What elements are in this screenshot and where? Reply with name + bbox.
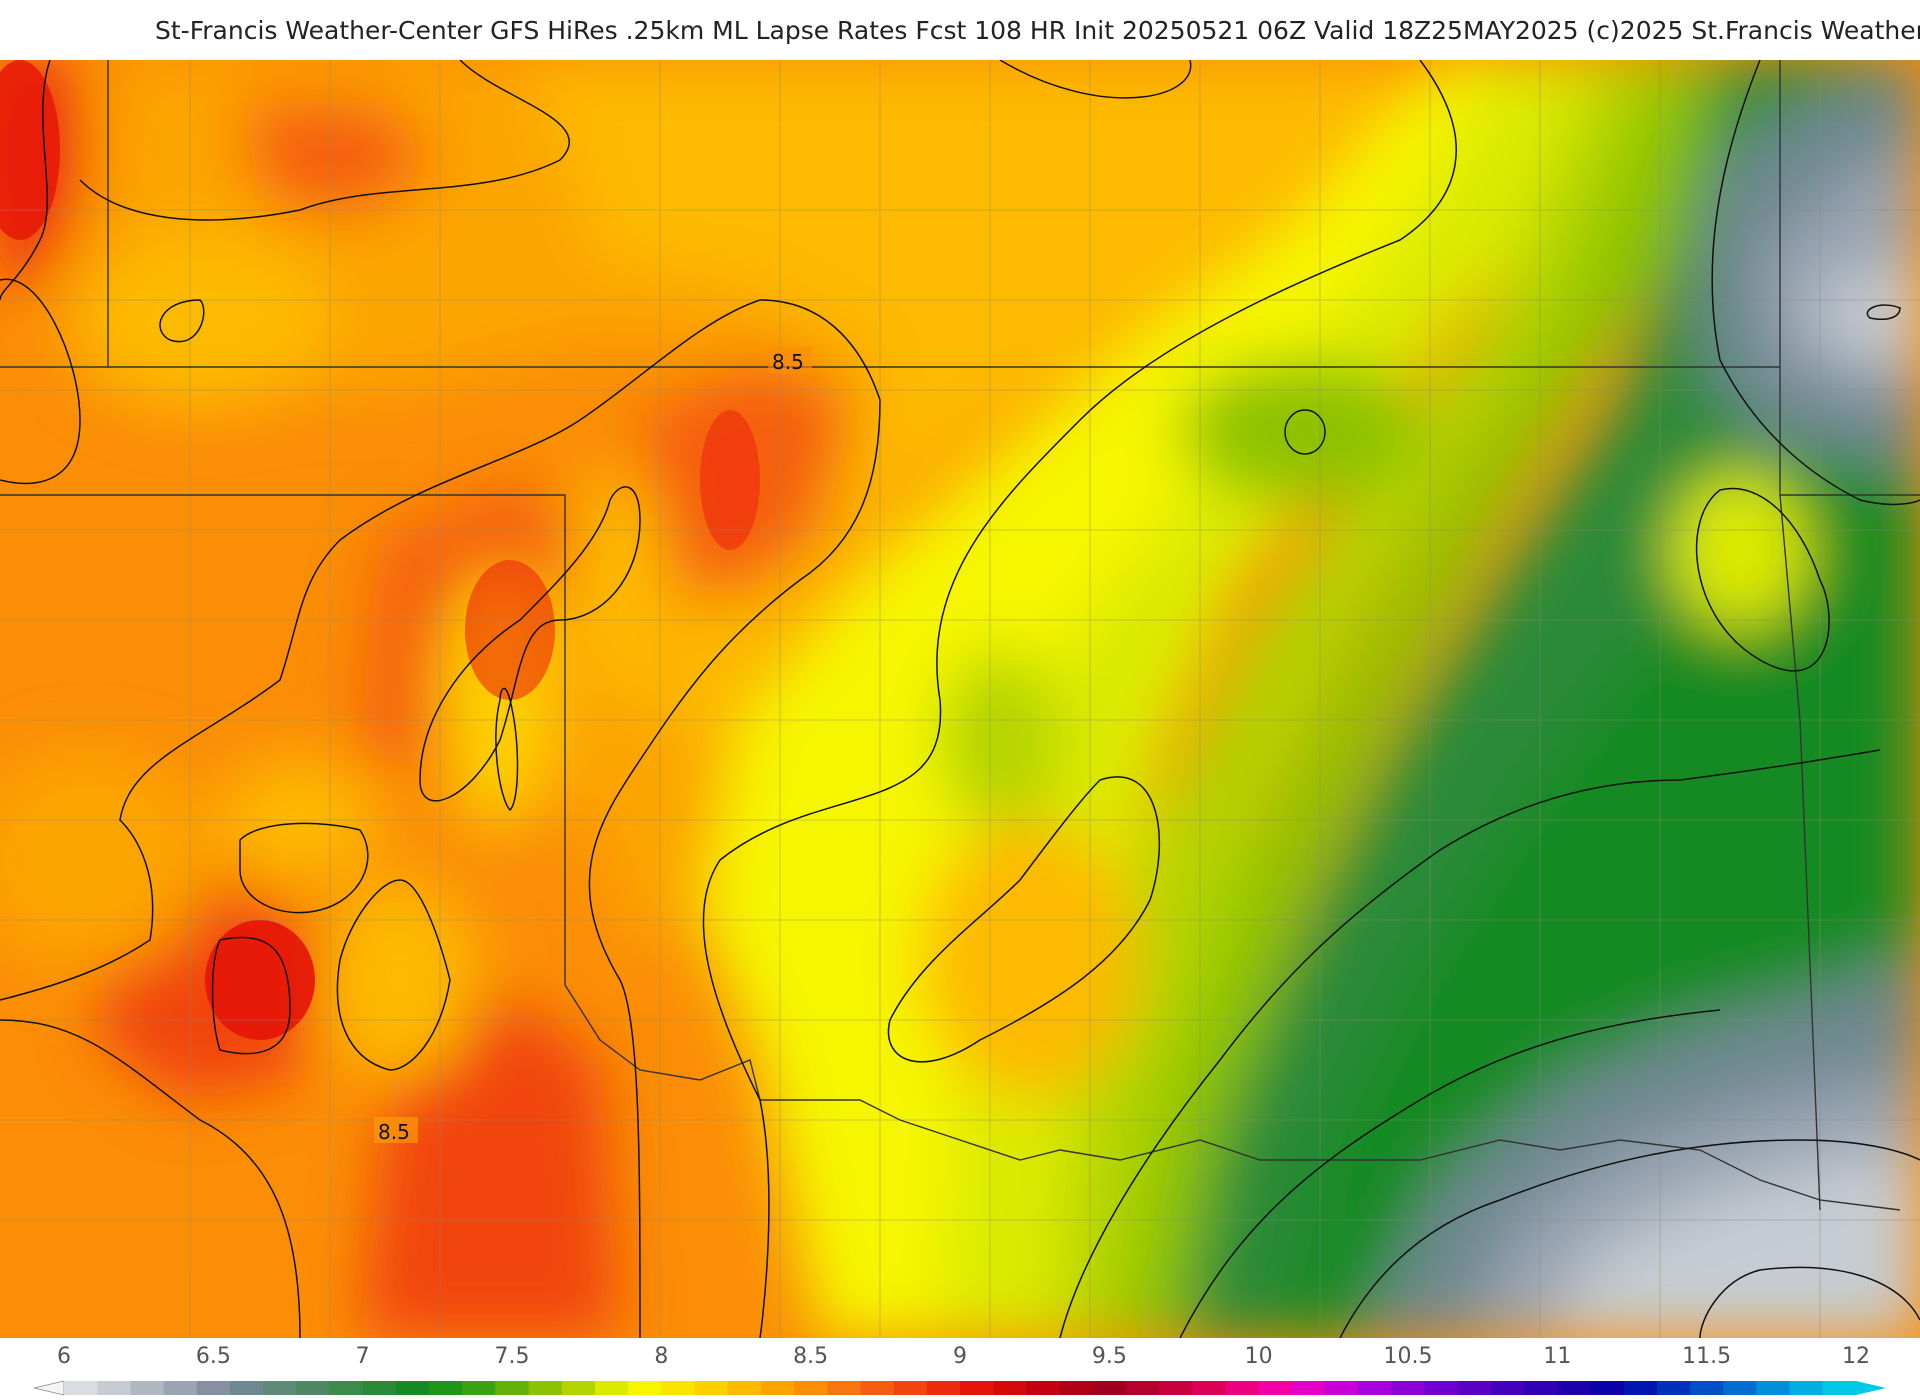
colorbar-swatch bbox=[1325, 1381, 1359, 1395]
colorbar-tick-label: 9 bbox=[953, 1344, 967, 1369]
colorbar-tick-label: 11 bbox=[1543, 1344, 1572, 1369]
colorbar-swatch bbox=[1656, 1381, 1691, 1395]
colorbar-swatch bbox=[794, 1381, 828, 1395]
map-title: St-Francis Weather-Center GFS HiRes .25k… bbox=[155, 16, 1920, 45]
colorbar-swatch bbox=[561, 1381, 596, 1395]
colorbar-tick-label: 10.5 bbox=[1383, 1344, 1433, 1369]
colorbar-swatch bbox=[1457, 1381, 1492, 1395]
colorbar-swatch bbox=[429, 1381, 463, 1395]
colorbar-tick-label: 8 bbox=[654, 1344, 669, 1369]
colorbar-swatch bbox=[1391, 1381, 1426, 1395]
colorbar-swatch bbox=[229, 1381, 264, 1395]
colorbar-swatch bbox=[1490, 1381, 1525, 1395]
colorbar-swatch bbox=[1557, 1381, 1592, 1395]
colorbar-swatch bbox=[1258, 1381, 1293, 1395]
colorbar-swatch bbox=[993, 1381, 1027, 1395]
colorbar-swatch bbox=[1192, 1381, 1226, 1395]
colorbar-left-arrow bbox=[33, 1380, 65, 1396]
colorbar-swatch bbox=[1723, 1381, 1757, 1395]
colorbar-swatches bbox=[33, 1380, 1886, 1396]
contour-label: 8.5 bbox=[378, 1120, 410, 1144]
colorbar-swatch bbox=[1225, 1381, 1260, 1395]
colorbar-swatch bbox=[1524, 1381, 1558, 1395]
colorbar-swatch bbox=[827, 1381, 861, 1395]
colorbar-tick-label: 11.5 bbox=[1682, 1344, 1732, 1369]
colorbar-tick-label: 10 bbox=[1244, 1344, 1273, 1369]
colorbar-swatch bbox=[1092, 1381, 1127, 1395]
colorbar-swatch bbox=[528, 1381, 563, 1395]
colorbar-swatch bbox=[1059, 1381, 1094, 1395]
colorbar-swatch bbox=[1590, 1381, 1625, 1395]
colorbar-swatch bbox=[263, 1381, 297, 1395]
colorbar-swatch bbox=[860, 1381, 895, 1395]
colorbar-swatch bbox=[64, 1381, 98, 1395]
colorbar-swatch bbox=[628, 1381, 662, 1395]
colorbar-swatch bbox=[1358, 1381, 1392, 1395]
colorbar-tick-label: 8.5 bbox=[793, 1344, 829, 1369]
colorbar-swatch bbox=[362, 1381, 397, 1395]
colorbar-swatch bbox=[926, 1381, 961, 1395]
colorbar-swatch bbox=[1125, 1381, 1160, 1395]
colorbar-tick-label: 6 bbox=[57, 1344, 71, 1369]
lapse-rate-map: 8.5 8.5 bbox=[0, 60, 1920, 1338]
colorbar-swatch bbox=[727, 1381, 762, 1395]
colorbar-swatch bbox=[1623, 1381, 1658, 1395]
colorbar: 6 6.5 7 7.5 8 8.5 9 9.5 10 10.5 11 11.5 12 bbox=[0, 1338, 1920, 1400]
colorbar-swatch bbox=[760, 1381, 795, 1395]
colorbar-swatch bbox=[97, 1381, 131, 1395]
contour-label: 8.5 bbox=[772, 350, 804, 374]
colorbar-swatch bbox=[1159, 1381, 1193, 1395]
colorbar-tick-label: 9.5 bbox=[1091, 1344, 1127, 1369]
colorbar-swatch bbox=[130, 1381, 165, 1395]
colorbar-swatch bbox=[462, 1381, 496, 1395]
colorbar-tick-label: 6.5 bbox=[195, 1344, 231, 1369]
colorbar-swatch bbox=[1291, 1381, 1326, 1395]
shaded-field bbox=[0, 60, 1920, 1338]
colorbar-tick-label: 7 bbox=[355, 1344, 370, 1369]
colorbar-swatch bbox=[296, 1381, 330, 1395]
colorbar-tick-label: 12 bbox=[1842, 1344, 1870, 1369]
colorbar-swatch bbox=[329, 1381, 364, 1395]
colorbar-swatch bbox=[594, 1381, 629, 1395]
colorbar-swatch bbox=[661, 1381, 696, 1395]
colorbar-swatch bbox=[163, 1381, 198, 1395]
colorbar-swatch bbox=[395, 1381, 430, 1395]
colorbar-swatch bbox=[1822, 1381, 1857, 1395]
colorbar-swatch bbox=[1789, 1381, 1824, 1395]
contour-label-group: 8.5 8.5 bbox=[374, 347, 812, 1144]
colorbar-swatch bbox=[1026, 1381, 1061, 1395]
colorbar-swatch bbox=[1690, 1381, 1724, 1395]
colorbar-swatch bbox=[196, 1381, 231, 1395]
colorbar-swatch bbox=[694, 1381, 729, 1395]
county-boundaries bbox=[0, 60, 1920, 1338]
colorbar-right-arrow bbox=[1856, 1381, 1886, 1395]
colorbar-swatch bbox=[893, 1381, 928, 1395]
state-boundaries bbox=[0, 60, 1920, 1211]
colorbar-tick-label: 7.5 bbox=[494, 1344, 530, 1369]
contour-lines bbox=[0, 60, 1920, 1338]
colorbar-swatch bbox=[1756, 1381, 1791, 1395]
colorbar-swatch bbox=[1424, 1381, 1459, 1395]
colorbar-swatch bbox=[495, 1381, 530, 1395]
title-bar: St-Francis Weather-Center GFS HiRes .25k… bbox=[0, 0, 1920, 60]
colorbar-swatch bbox=[960, 1381, 994, 1395]
